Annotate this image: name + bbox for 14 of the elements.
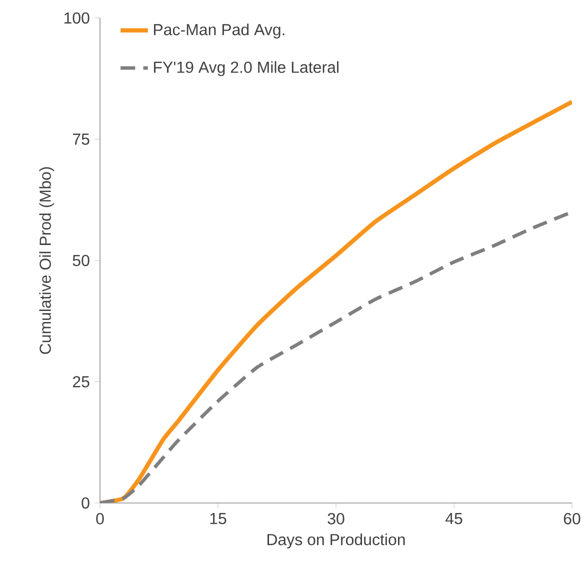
x-axis-title: Days on Production bbox=[268, 534, 405, 548]
legend-label: Pac-Man Pad Avg. bbox=[154, 24, 284, 39]
y-tick-label: 75 bbox=[72, 134, 90, 145]
x-tick-label: 0 bbox=[96, 513, 104, 524]
x-tick-label: 60 bbox=[564, 513, 580, 524]
y-tick-label: 50 bbox=[72, 254, 90, 266]
y-axis-title: Cumulative Oil Prod (Mbo) bbox=[39, 167, 54, 354]
x-tick-label: 30 bbox=[328, 513, 344, 524]
y-tick-label: 25 bbox=[72, 376, 90, 388]
y-tick-label: 100 bbox=[64, 12, 90, 24]
x-tick-label: 15 bbox=[210, 513, 226, 524]
x-tick-label: 45 bbox=[445, 513, 462, 524]
y-tick-label: 0 bbox=[82, 497, 90, 509]
legend-label: FY'19 Avg 2.0 Mile Lateral bbox=[154, 61, 338, 76]
